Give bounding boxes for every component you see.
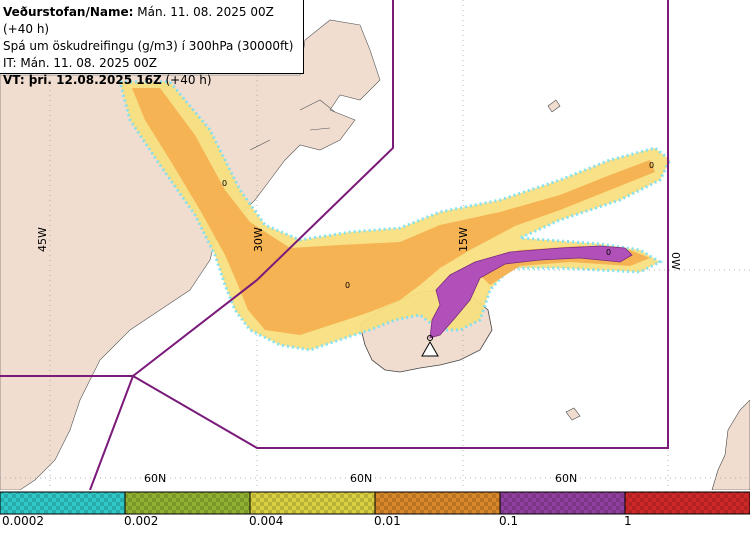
contour-label-4: 0 (649, 161, 654, 170)
greenland-fjords (214, 99, 336, 231)
legend-tick-5: 1 (624, 514, 632, 528)
lat-label-60n-east: 60N (555, 472, 577, 485)
volcano-marker-icon (421, 335, 439, 357)
lon-label-15w: 15W (457, 227, 470, 252)
legend-tick-3: 0.01 (374, 514, 401, 528)
info-name-label: Veðurstofan/Name: (3, 5, 134, 19)
contour-label-3: 0 (606, 248, 611, 257)
forecast-info-box: Veðurstofan/Name: Mán. 11. 08. 2025 00Z … (0, 0, 304, 87)
legend-tick-0: 0.0002 (2, 514, 44, 528)
lat-label-60n-mid: 60N (350, 472, 372, 485)
legend-swatch-pattern-4 (500, 492, 625, 514)
lon-label-0w: 0W (669, 252, 682, 270)
info-valid-value: (+40 h) (165, 73, 212, 87)
info-line-name: Veðurstofan/Name: Mán. 11. 08. 2025 00Z … (3, 4, 303, 38)
color-legend: 0.0002 0.002 0.004 0.01 0.1 1 (0, 490, 750, 532)
legend-swatch-pattern-0 (0, 492, 125, 514)
info-line-valid-time: VT: þri. 12.08.2025 16Z (+40 h) (3, 72, 303, 89)
contour-label-2: 0 (345, 281, 350, 290)
contour-label-1: 0 (222, 179, 227, 188)
info-valid-label: VT: þri. 12.08.2025 16Z (3, 73, 162, 87)
lon-label-30w: 30W (252, 227, 265, 252)
legend-swatch-pattern-5 (625, 492, 750, 514)
legend-tick-2: 0.004 (249, 514, 284, 528)
lat-label-60n-west: 60N (144, 472, 166, 485)
ash-plume-high (429, 245, 633, 339)
info-name-value: Mán. 11. 08. 2025 00Z (+40 h) (3, 5, 274, 36)
jan-mayen (547, 99, 561, 113)
legend-tick-4: 0.1 (499, 514, 519, 528)
lon-label-45w: 45W (36, 227, 49, 252)
info-line-issue-time: IT: Mán. 11. 08. 2025 00Z (3, 56, 157, 70)
legend-swatch-pattern-2 (250, 492, 375, 514)
legend-tick-1: 0.002 (124, 514, 159, 528)
faroe-islands (565, 407, 581, 421)
zone-boundaries (0, 0, 669, 491)
legend-bar (0, 491, 750, 515)
legend-swatch-pattern-1 (125, 492, 250, 514)
legend-swatch-pattern-3 (375, 492, 500, 514)
info-line-product: Spá um öskudreifingu (g/m3) í 300hPa (30… (3, 39, 294, 53)
